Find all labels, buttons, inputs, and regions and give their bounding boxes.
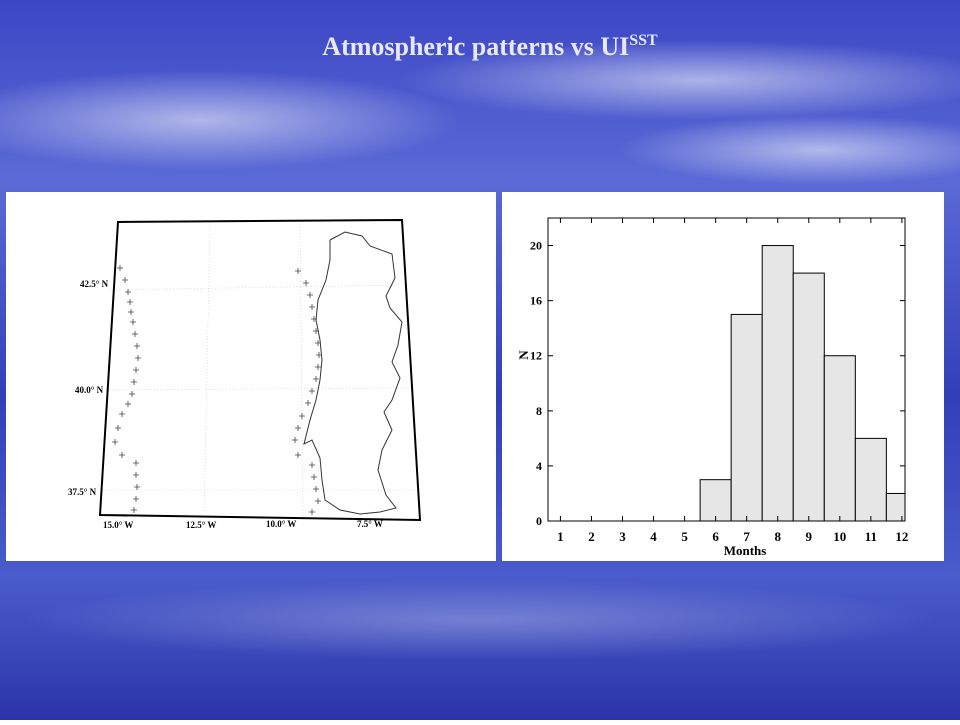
station-cross [309, 462, 315, 468]
station-cross [130, 319, 136, 325]
station-cross [127, 299, 133, 305]
plot-frame [547, 217, 906, 522]
bar [761, 245, 794, 521]
station-cross [303, 280, 309, 286]
station-cross [119, 452, 125, 458]
y-tick-label: 16 [530, 294, 542, 308]
bar [792, 272, 825, 521]
station-cross [133, 496, 139, 502]
station-cross [295, 425, 301, 431]
station-cross [133, 367, 139, 373]
lon-label: 12.5° W [186, 520, 216, 530]
x-tick-label: 4 [650, 529, 657, 544]
station-cross [292, 437, 298, 443]
station-cross [112, 439, 118, 445]
bar [699, 479, 732, 521]
x-tick-label: 2 [588, 529, 595, 544]
lon-label: 10.0° W [266, 519, 296, 529]
bars [699, 245, 905, 521]
x-axis-label: Months [724, 543, 767, 558]
title-main: Atmospheric patterns vs UI [322, 32, 629, 61]
map-frame [98, 218, 422, 522]
station-cross [313, 486, 319, 492]
lon-label: 7.5° W [357, 519, 383, 529]
lat-label: 37.5° N [68, 487, 97, 497]
x-tick-label: 5 [681, 529, 688, 544]
x-tick-label: 12 [895, 529, 908, 544]
station-cross [119, 411, 125, 417]
y-tick-label: 12 [530, 349, 542, 363]
cloud [400, 40, 960, 120]
station-cross [122, 277, 128, 283]
station-cross [311, 316, 317, 322]
station-cross [129, 391, 135, 397]
y-tick-label: 20 [530, 239, 542, 253]
cloud [620, 115, 960, 185]
y-tick-label: 4 [536, 459, 542, 473]
x-tick-label: 9 [806, 529, 813, 544]
x-tick-label: 1 [557, 529, 564, 544]
station-cross [313, 328, 319, 334]
x-tick-label: 3 [619, 529, 626, 544]
station-cross [135, 355, 141, 361]
map-panel [6, 192, 496, 561]
bar [854, 437, 887, 521]
station-cross [134, 484, 140, 490]
x-tick-label: 10 [833, 529, 846, 544]
slide-title: Atmospheric patterns vs UISST [322, 32, 658, 61]
station-cross [125, 401, 131, 407]
station-cross [309, 304, 315, 310]
station-cross [117, 265, 123, 271]
cloud [20, 580, 940, 660]
station-cross [133, 460, 139, 466]
bar [823, 355, 856, 521]
bar [730, 313, 763, 521]
station-cross [305, 400, 311, 406]
station-cross [115, 425, 121, 431]
x-tick-label: 8 [774, 529, 781, 544]
station-cross [128, 309, 134, 315]
station-cross [134, 343, 140, 349]
station-cross [131, 507, 137, 513]
x-tick-label: 6 [712, 529, 719, 544]
station-cross [307, 292, 313, 298]
station-cross [131, 379, 137, 385]
lon-label: 15.0° W [103, 520, 133, 530]
y-tick-label: 8 [536, 404, 542, 418]
lat-label: 40.0° N [75, 385, 104, 395]
station-cross [311, 474, 317, 480]
title-sup: SST [629, 32, 658, 49]
y-tick-label: 0 [536, 514, 542, 528]
x-tick-label: 11 [865, 529, 877, 544]
y-axis-label: N [516, 350, 531, 360]
station-cross [132, 331, 138, 337]
station-cross [299, 413, 305, 419]
station-cross [316, 352, 322, 358]
station-cross [295, 452, 301, 458]
x-tick-label: 7 [743, 529, 750, 544]
station-cross [313, 376, 319, 382]
coastline [303, 231, 403, 515]
station-cross [315, 340, 321, 346]
station-markers [112, 265, 322, 515]
station-cross [309, 388, 315, 394]
station-cross [309, 509, 315, 515]
map-graticule [102, 220, 418, 519]
station-cross [295, 268, 301, 274]
station-cross [125, 289, 131, 295]
station-cross [315, 498, 321, 504]
station-cross [133, 472, 139, 478]
station-cross [315, 364, 321, 370]
cloud [0, 70, 460, 170]
lat-label: 42.5° N [80, 279, 109, 289]
bar [885, 492, 905, 521]
